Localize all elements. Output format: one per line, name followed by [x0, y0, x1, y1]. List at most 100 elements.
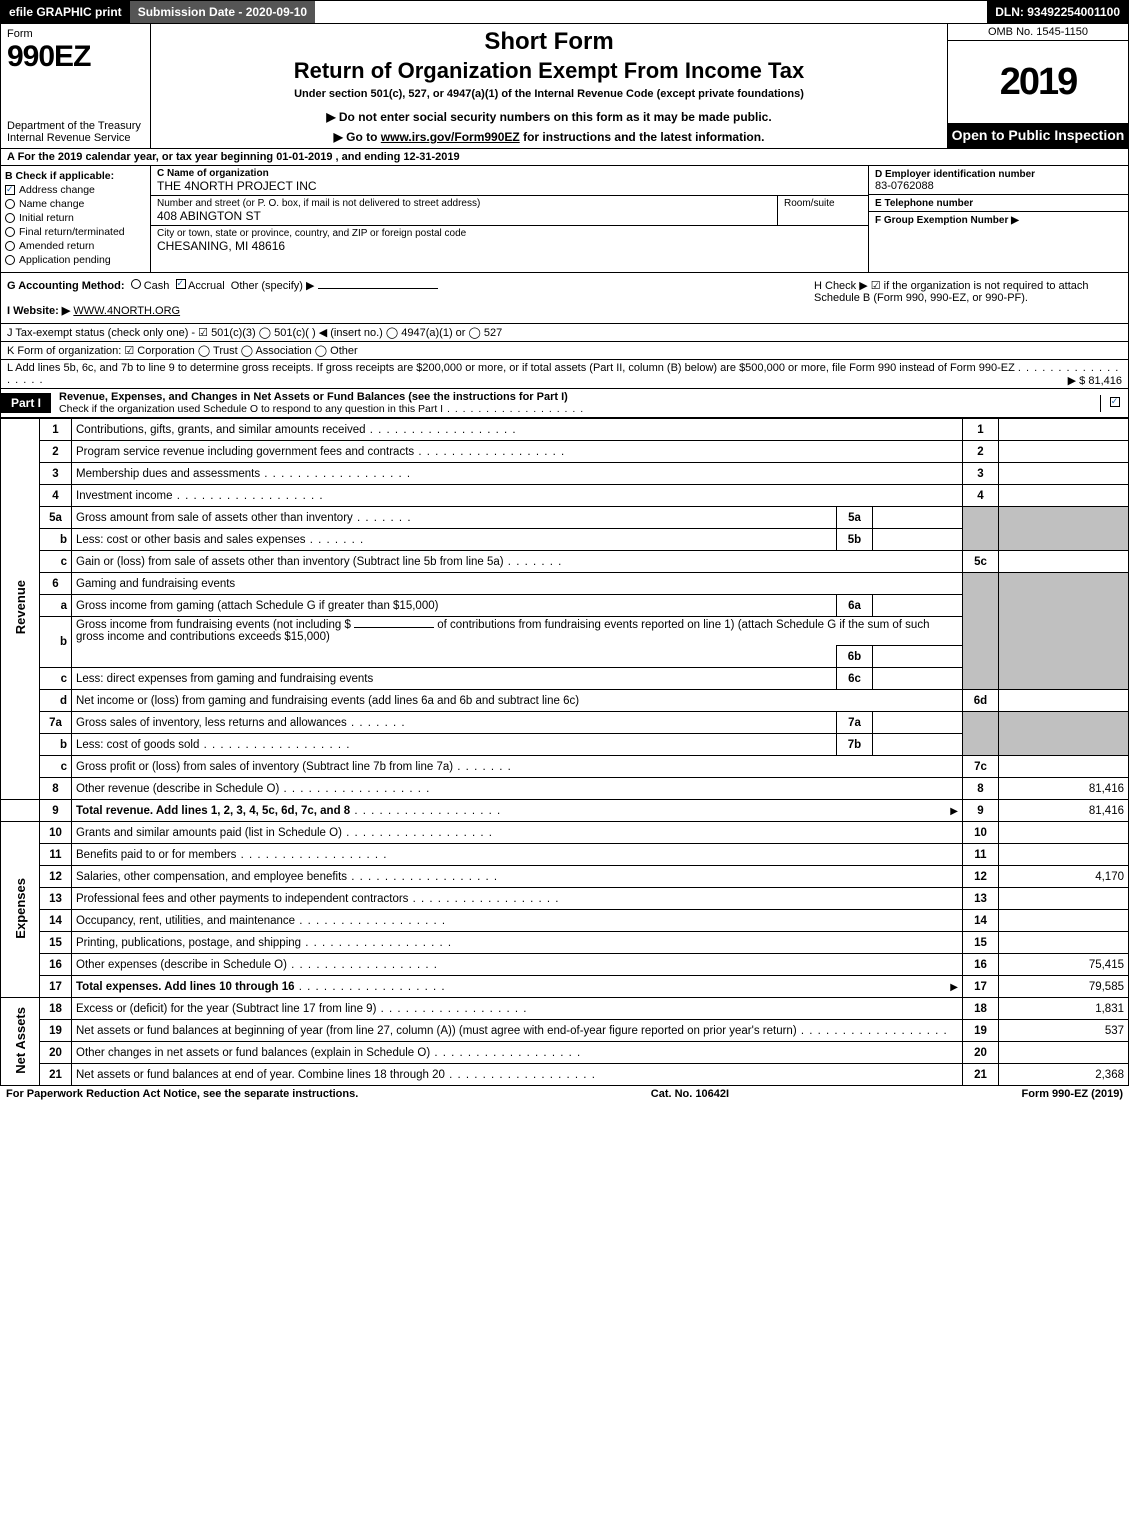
- efile-print-button[interactable]: efile GRAPHIC print: [1, 1, 130, 23]
- city-value: CHESANING, MI 48616: [157, 239, 862, 253]
- row-6d-amt: [999, 690, 1129, 712]
- checkbox-cash[interactable]: [131, 279, 141, 289]
- row-9-text: Total revenue. Add lines 1, 2, 3, 4, 5c,…: [76, 805, 350, 817]
- topbar-spacer: [315, 1, 987, 23]
- row-5c-num: c: [40, 551, 72, 573]
- row-6a-text: Gross income from gaming (attach Schedul…: [72, 595, 837, 617]
- row-16-rn: 16: [963, 954, 999, 976]
- row-10-rn: 10: [963, 822, 999, 844]
- row-11-text: Benefits paid to or for members: [76, 849, 387, 861]
- header-left: Form 990EZ Department of the Treasury In…: [1, 24, 151, 148]
- row-3-num: 3: [40, 463, 72, 485]
- row-5b-iv: [873, 529, 963, 551]
- line-k: K Form of organization: ☑ Corporation ◯ …: [0, 342, 1129, 360]
- checkbox-name-change[interactable]: [5, 199, 15, 209]
- open-to-public: Open to Public Inspection: [948, 123, 1128, 148]
- row-15-amt: [999, 932, 1129, 954]
- part-1-header: Part I Revenue, Expenses, and Changes in…: [0, 389, 1129, 418]
- checkbox-accrual[interactable]: [176, 279, 186, 289]
- side-expenses: Expenses: [1, 822, 40, 998]
- row-7ab-grey-amt: [999, 712, 1129, 756]
- checkbox-application-pending[interactable]: [5, 255, 15, 265]
- checkbox-final-return[interactable]: [5, 227, 15, 237]
- line-j: J Tax-exempt status (check only one) - ☑…: [0, 324, 1129, 342]
- other-method-input[interactable]: [318, 288, 438, 289]
- part-1-checkbox[interactable]: [1110, 397, 1120, 407]
- row-5a-iv: [873, 507, 963, 529]
- side-net-assets: Net Assets: [1, 998, 40, 1086]
- box-b: B Check if applicable: Address change Na…: [1, 166, 151, 272]
- row-21-num: 21: [40, 1064, 72, 1086]
- row-6d-rn: 6d: [963, 690, 999, 712]
- row-5b-il: 5b: [837, 529, 873, 551]
- row-3-amt: [999, 463, 1129, 485]
- row-2-rn: 2: [963, 441, 999, 463]
- row-17-dots: [295, 981, 446, 993]
- row-9-rn: 9: [963, 800, 999, 822]
- row-6a-iv: [873, 595, 963, 617]
- omb-number: OMB No. 1545-1150: [948, 24, 1128, 41]
- row-11-amt: [999, 844, 1129, 866]
- city-label: City or town, state or province, country…: [157, 228, 862, 239]
- row-2-num: 2: [40, 441, 72, 463]
- website-value[interactable]: WWW.4NORTH.ORG: [73, 305, 180, 317]
- irs-link[interactable]: www.irs.gov/Form990EZ: [381, 130, 520, 144]
- checkbox-amended-return[interactable]: [5, 241, 15, 251]
- row-7b-il: 7b: [837, 734, 873, 756]
- row-16-num: 16: [40, 954, 72, 976]
- row-6c-iv: [873, 668, 963, 690]
- row-7b-iv: [873, 734, 963, 756]
- row-5b-num: b: [40, 529, 72, 551]
- row-2-amt: [999, 441, 1129, 463]
- label-accrual: Accrual: [188, 280, 225, 292]
- row-20-amt: [999, 1042, 1129, 1064]
- row-17-arrow: [950, 981, 958, 993]
- line-a-tax-year: A For the 2019 calendar year, or tax yea…: [0, 149, 1129, 166]
- goto-post: for instructions and the latest informat…: [520, 130, 765, 144]
- row-6c-num: c: [40, 668, 72, 690]
- row-17-amt: 79,585: [999, 976, 1129, 998]
- side-rev-end: [1, 800, 40, 822]
- submission-date: Submission Date - 2020-09-10: [130, 1, 315, 23]
- checkbox-address-change[interactable]: [5, 185, 15, 195]
- part-1-subtitle: Check if the organization used Schedule …: [59, 403, 1092, 415]
- row-1-rn: 1: [963, 419, 999, 441]
- checkbox-initial-return[interactable]: [5, 213, 15, 223]
- row-6a-il: 6a: [837, 595, 873, 617]
- header-center: Short Form Return of Organization Exempt…: [151, 24, 948, 148]
- row-7ab-grey: [963, 712, 999, 756]
- row-6b-blank[interactable]: [354, 627, 434, 628]
- label-final-return: Final return/terminated: [19, 226, 125, 238]
- return-title: Return of Organization Exempt From Incom…: [159, 58, 939, 84]
- row-20-text: Other changes in net assets or fund bala…: [76, 1047, 581, 1059]
- row-19-text: Net assets or fund balances at beginning…: [76, 1025, 948, 1037]
- row-5c-rn: 5c: [963, 551, 999, 573]
- row-5c-amt: [999, 551, 1129, 573]
- g-label: G Accounting Method:: [7, 280, 125, 292]
- row-6d-num: d: [40, 690, 72, 712]
- row-7a-num: 7a: [40, 712, 72, 734]
- row-5a-il: 5a: [837, 507, 873, 529]
- info-grid: B Check if applicable: Address change Na…: [0, 166, 1129, 273]
- row-7b-text: Less: cost of goods sold: [76, 739, 350, 751]
- row-2-text: Program service revenue including govern…: [76, 446, 565, 458]
- room-suite-label: Room/suite: [784, 198, 862, 209]
- row-7c-text: Gross profit or (loss) from sales of inv…: [76, 761, 512, 773]
- footer-left: For Paperwork Reduction Act Notice, see …: [6, 1088, 358, 1100]
- row-10-text: Grants and similar amounts paid (list in…: [76, 827, 493, 839]
- row-13-amt: [999, 888, 1129, 910]
- row-12-num: 12: [40, 866, 72, 888]
- row-7c-num: c: [40, 756, 72, 778]
- goto-pre: ▶ Go to: [334, 130, 381, 144]
- row-13-rn: 13: [963, 888, 999, 910]
- label-address-change: Address change: [19, 184, 95, 196]
- label-other-method: Other (specify) ▶: [231, 280, 315, 292]
- row-6-text: Gaming and fundraising events: [72, 573, 963, 595]
- goto-line: ▶ Go to www.irs.gov/Form990EZ for instru…: [159, 130, 939, 144]
- top-bar: efile GRAPHIC print Submission Date - 20…: [0, 0, 1129, 24]
- row-4-amt: [999, 485, 1129, 507]
- part-1-check[interactable]: [1100, 395, 1128, 412]
- row-9-amt: 81,416: [999, 800, 1129, 822]
- row-1-text: Contributions, gifts, grants, and simila…: [76, 424, 517, 436]
- row-17-text: Total expenses. Add lines 10 through 16: [76, 981, 295, 993]
